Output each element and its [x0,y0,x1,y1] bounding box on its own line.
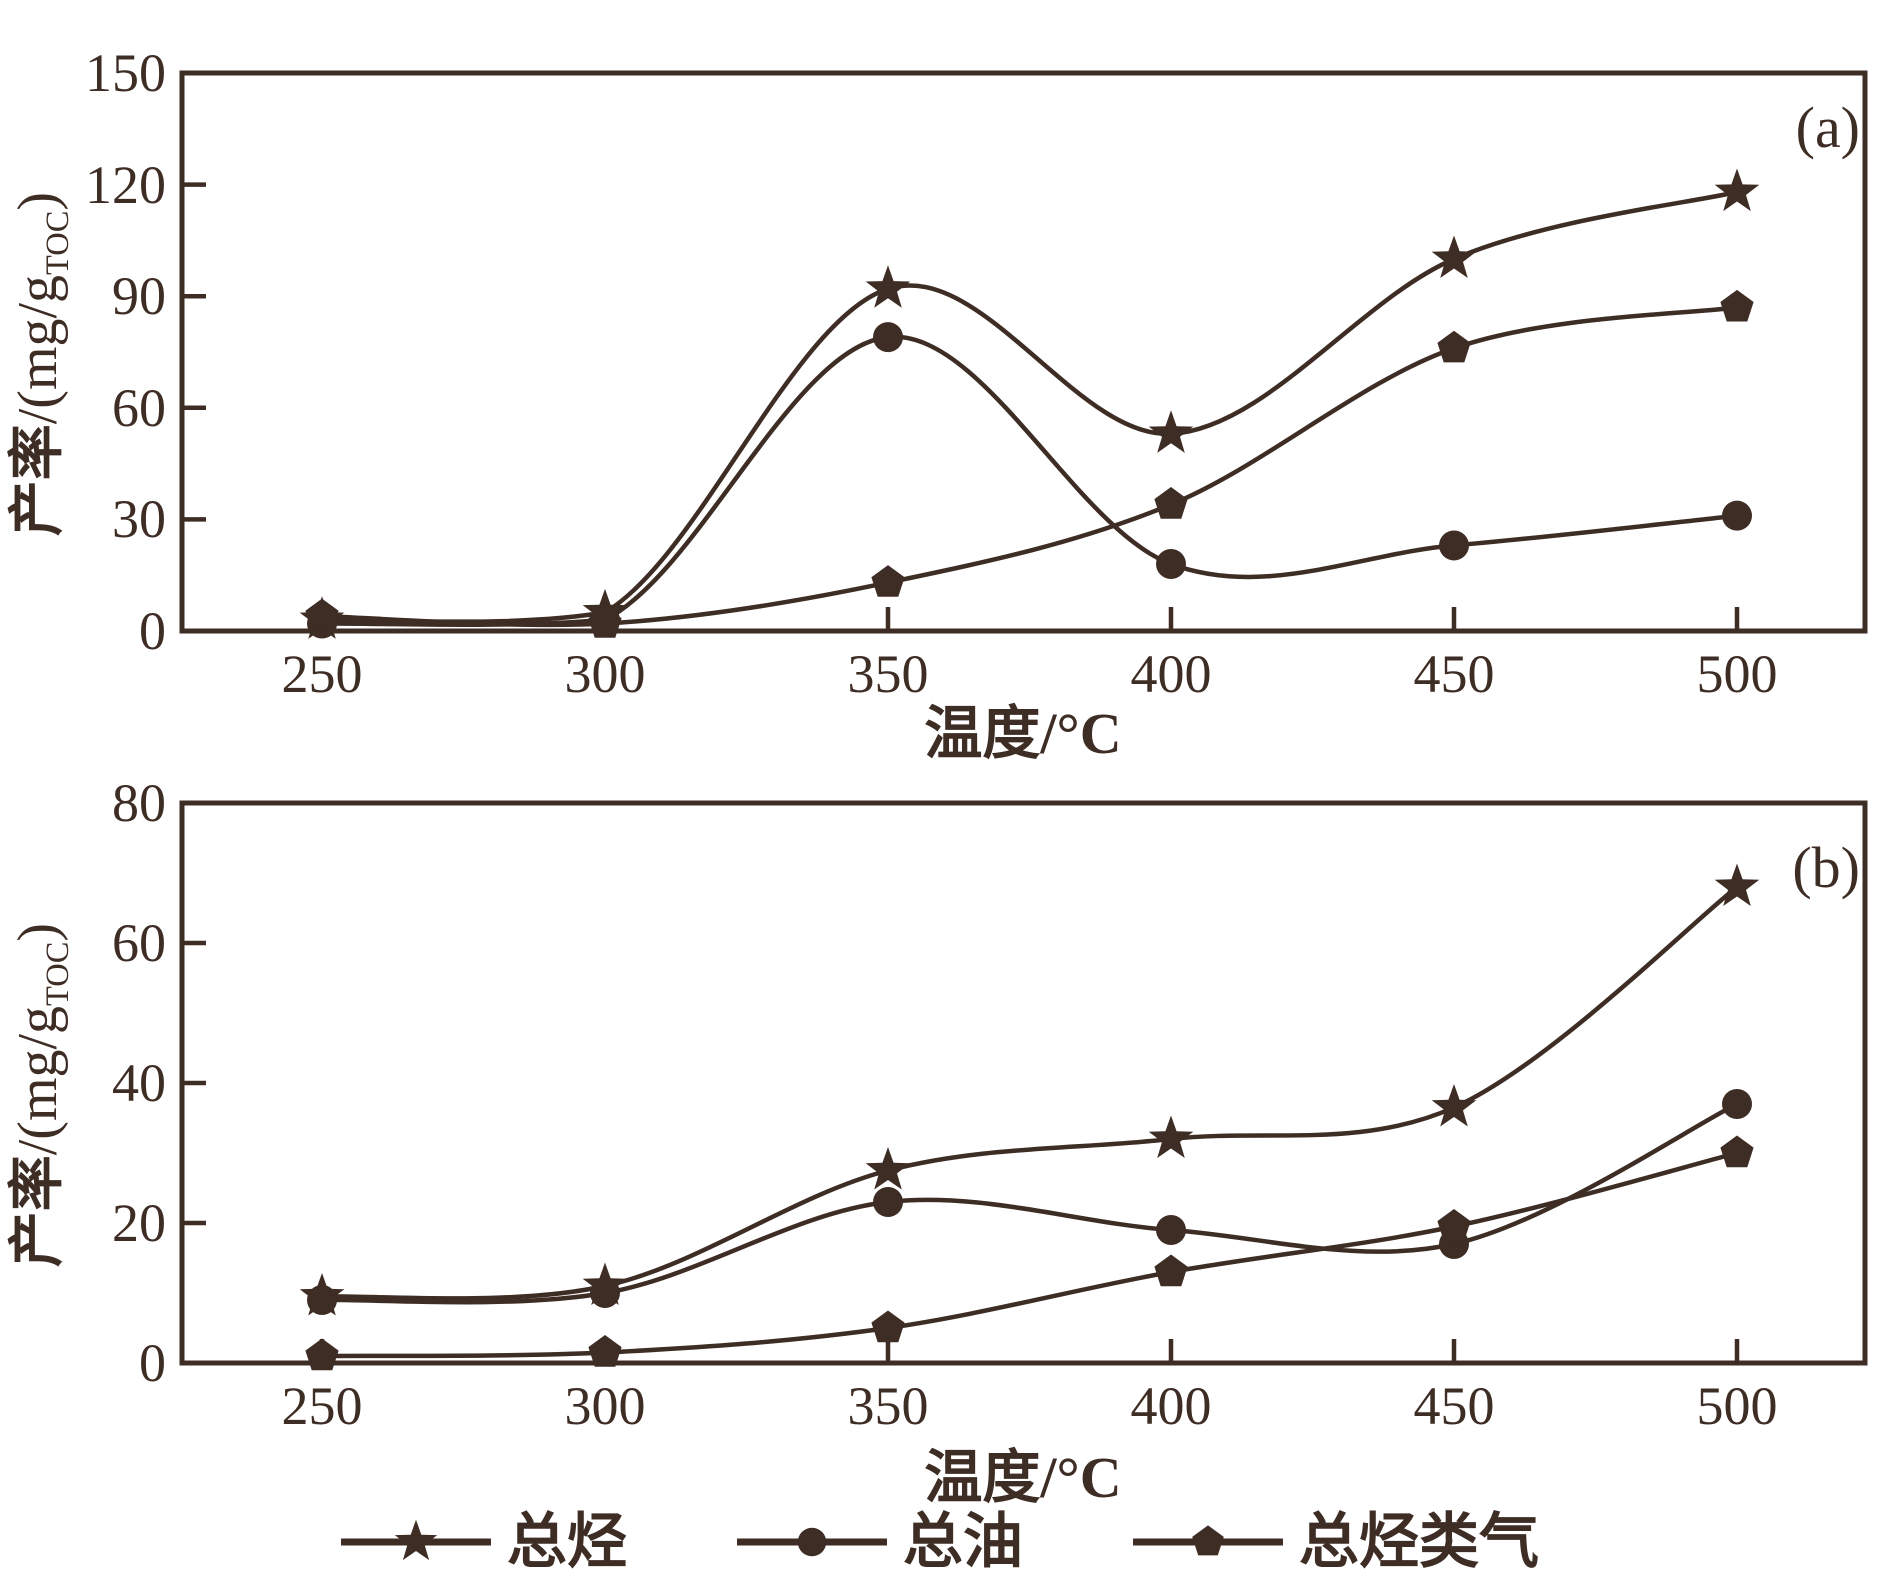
series-line-total-oil [319,1101,1740,1305]
axes-frame [179,800,1868,1366]
star-marker [1431,1084,1477,1127]
pentagon-marker [1720,1135,1754,1168]
x-tick-label: 400 [1130,644,1212,704]
legend: 总烃 总油 总烃类气 [0,1506,1880,1578]
legend-label: 总烃类气 [1299,1509,1539,1575]
x-tick-label: 350 [847,644,929,704]
y-tick-label: 30 [112,489,166,550]
panel-b-tag: (b) [1792,835,1860,900]
y-tick-label: 0 [139,601,166,661]
x-tick-label: 250 [281,644,363,704]
series-line-total-hydrocarbons [319,884,1740,1301]
pentagon-marker [1437,330,1471,363]
circle-marker [873,322,903,353]
series-line-hydrocarbon-gas [319,305,1740,628]
star-marker [1431,235,1477,278]
y-tick-label: 150 [85,43,166,103]
circle-marker [1722,500,1752,531]
x-tick-label: 500 [1696,644,1778,704]
x-tick-label: 500 [1696,1376,1778,1436]
panel-b [179,800,1868,1371]
legend-circle-icon [737,1527,887,1557]
axes-frame [179,70,1868,634]
y-tick-label: 60 [112,913,166,973]
pentagon-marker [871,565,905,597]
x-tick-label: 450 [1413,1376,1495,1436]
x-tick-label: 250 [281,1376,363,1436]
y-tick-label: 40 [112,1053,166,1113]
circle-marker [1156,1215,1186,1245]
star-marker [1148,1115,1194,1158]
pentagon-marker [1720,289,1754,322]
pentagon-marker [588,606,622,638]
legend-item-hydrocarbon-gas: 总烃类气 [1133,1507,1539,1577]
legend-label: 总油 [903,1509,1023,1575]
pentagon-marker [305,598,339,631]
circle-marker [590,1278,620,1308]
legend-item-total-hydrocarbons: 总烃 [341,1507,627,1577]
star-marker [865,1147,911,1190]
pentagon-marker [871,1310,905,1343]
star-marker [394,1519,438,1561]
circle-marker [307,1285,337,1315]
series-line-total-hydrocarbons [319,189,1740,624]
circle-marker [1156,549,1186,580]
pentagon-marker [305,1338,339,1371]
star-marker [1148,410,1194,453]
panel-b-x-axis-title: 温度/°C [924,1445,1122,1510]
y-tick-label: 120 [85,154,166,215]
series-line-total-oil [319,334,1740,627]
circle-marker [873,1187,903,1217]
y-tick-label: 90 [112,266,166,327]
circle-marker [1722,1089,1752,1119]
y-tick-label: 80 [112,773,166,833]
star-marker [865,265,911,308]
pentagon-marker [1437,1209,1471,1241]
y-tick-label: 60 [112,377,166,438]
star-marker [1714,168,1760,212]
x-tick-label: 300 [564,644,646,704]
series-line-hydrocarbon-gas [319,1150,1740,1359]
pentagon-marker [1154,487,1188,519]
x-tick-label: 400 [1130,1376,1212,1436]
circle-marker [797,1527,827,1557]
y-tick-label: 20 [112,1193,166,1253]
panel-a [179,70,1868,639]
legend-label: 总烃 [507,1509,627,1575]
panel-a-tag: (a) [1795,95,1860,160]
x-tick-label: 300 [564,1376,646,1436]
x-tick-label: 450 [1413,644,1495,704]
circle-marker [1439,530,1469,561]
star-marker [1714,863,1760,906]
x-tick-label: 350 [847,1376,929,1436]
pentagon-marker [588,1335,622,1367]
panel-a-x-axis-title: 温度/°C [924,701,1122,766]
legend-item-total-oil: 总油 [737,1507,1023,1577]
legend-star-icon [341,1519,491,1561]
legend-pentagon-icon [1133,1525,1283,1556]
pentagon-marker [1154,1254,1188,1287]
y-tick-label: 0 [139,1333,166,1393]
pentagon-marker [1192,1525,1224,1556]
